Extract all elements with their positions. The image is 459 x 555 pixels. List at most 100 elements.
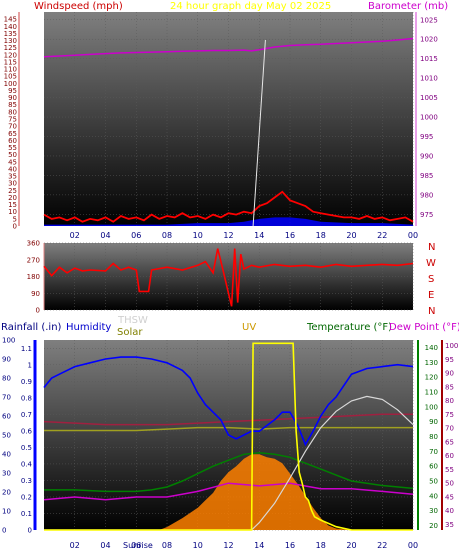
wind-x-tick: 16 xyxy=(285,231,295,240)
dewpoint-tick: 80 xyxy=(445,397,454,405)
humidity-line xyxy=(43,356,414,447)
barometer-tick: 995 xyxy=(420,133,433,141)
humidity-tick: 40 xyxy=(2,451,11,459)
direction-tick: 270 xyxy=(27,256,40,264)
windspeed-axis-title: Windspeed (mph) xyxy=(34,1,123,12)
rainfall-tick: 0 xyxy=(28,527,32,535)
rainfall-tick: 0.4 xyxy=(21,460,33,468)
windspeed-tick: 40 xyxy=(8,165,17,173)
wind-x-tick: 22 xyxy=(377,231,387,240)
climate-x-tick: 20 xyxy=(346,541,356,550)
gust-area xyxy=(44,217,413,226)
windspeed-tick: 80 xyxy=(8,108,17,116)
windspeed-tick: 45 xyxy=(8,158,17,166)
direction-tick: 360 xyxy=(27,240,40,248)
windspeed-tick: 105 xyxy=(4,73,17,81)
temperature-tick: 70 xyxy=(429,448,438,456)
temperature-tick: 100 xyxy=(425,403,438,411)
wind-x-tick: 06 xyxy=(131,231,141,240)
humidity-tick: 60 xyxy=(2,413,11,421)
rainfall-tick: 1.1 xyxy=(21,345,32,353)
temperature-tick: 80 xyxy=(429,433,438,441)
dewpoint-tick: 95 xyxy=(445,356,454,364)
windspeed-tick: 95 xyxy=(8,87,17,95)
rainfall-axis-title: Rainfall (.in) xyxy=(1,322,62,333)
climate-x-tick: 04 xyxy=(100,541,110,550)
dewpoint-tick: 40 xyxy=(445,507,454,515)
wind-x-tick: 00 xyxy=(408,231,418,240)
wind-x-tick: 18 xyxy=(316,231,326,240)
wind-x-tick: 14 xyxy=(254,231,264,240)
rainfall-tick: 0.2 xyxy=(21,493,32,501)
wind-x-tick: 12 xyxy=(223,231,233,240)
windspeed-tick: 70 xyxy=(8,123,17,131)
climate-x-tick: 10 xyxy=(193,541,203,550)
windspeed-tick: 10 xyxy=(8,208,17,216)
dewpoint-tick: 50 xyxy=(445,480,454,488)
dewpoint-tick: 45 xyxy=(445,493,454,501)
windspeed-tick: 50 xyxy=(8,151,17,159)
humidity-tick: 20 xyxy=(2,489,11,497)
humidity-tick: 50 xyxy=(2,432,11,440)
direction-label-n-bottom: N xyxy=(428,306,435,317)
rainfall-tick: 0.5 xyxy=(21,444,32,452)
dewpoint-tick: 60 xyxy=(445,452,454,460)
temperature-tick: 110 xyxy=(425,388,438,396)
rainfall-tick: 0.6 xyxy=(21,427,33,435)
barometer-tick: 1005 xyxy=(420,94,438,102)
windspeed-tick: 5 xyxy=(13,215,17,223)
temperature-line xyxy=(44,452,414,493)
barometer-tick: 985 xyxy=(420,172,433,180)
temperature-tick: 120 xyxy=(425,374,438,382)
windspeed-tick: 90 xyxy=(8,94,17,102)
dewpoint-tick: 35 xyxy=(445,521,454,529)
windspeed-tick: 35 xyxy=(8,173,17,181)
humidity-axis-title: Humidity xyxy=(66,322,111,333)
barometer-tick: 1020 xyxy=(420,36,438,44)
direction-label-s: S xyxy=(428,274,434,285)
temperature-tick: 50 xyxy=(429,478,438,486)
rainfall-tick: 0.3 xyxy=(21,477,32,485)
uv-label: UV xyxy=(242,322,256,333)
barometer-tick: 1025 xyxy=(420,16,438,24)
barometer-line xyxy=(43,37,414,58)
windspeed-tick: 135 xyxy=(4,30,17,38)
climate-x-tick: 18 xyxy=(316,541,326,550)
thsw-line xyxy=(44,395,414,531)
rainfall-tick: 0.1 xyxy=(21,510,32,518)
climate-x-tick: 06 xyxy=(131,541,141,550)
windspeed-tick: 60 xyxy=(8,137,17,145)
dewpoint-tick: 100 xyxy=(445,342,458,350)
windspeed-tick: 130 xyxy=(4,37,17,45)
axis-layer: 0510152025303540455055606570758085909510… xyxy=(2,12,458,535)
dewpoint-tick: 85 xyxy=(445,383,454,391)
windspeed-tick: 65 xyxy=(8,130,17,138)
direction-tick: 0 xyxy=(36,307,40,315)
wind-x-tick: 10 xyxy=(193,231,203,240)
barometer-tick: 1010 xyxy=(420,75,438,83)
climate-x-tick: 00 xyxy=(408,541,418,550)
dewpoint-line xyxy=(43,482,414,501)
windspeed-tick: 85 xyxy=(8,101,17,109)
direction-label-w: W xyxy=(426,258,436,269)
series-layer xyxy=(43,37,414,531)
humidity-tick: 0 xyxy=(2,527,6,535)
windspeed-tick: 75 xyxy=(8,116,17,124)
wind-x-tick: 08 xyxy=(162,231,172,240)
climate-x-tick: 02 xyxy=(70,541,80,550)
humidity-tick: 90 xyxy=(2,356,11,364)
climate-x-tick: 22 xyxy=(377,541,387,550)
rainfall-tick: 0.7 xyxy=(21,411,32,419)
solar-indicator-line xyxy=(252,39,266,227)
dewpoint-tick: 65 xyxy=(445,438,454,446)
windspeed-tick: 0 xyxy=(13,223,17,231)
windspeed-tick: 115 xyxy=(4,58,17,66)
uv-line xyxy=(44,342,413,531)
windspeed-tick: 55 xyxy=(8,144,17,152)
thsw-label: THSW xyxy=(117,315,148,326)
solar-label: Solar xyxy=(117,327,143,338)
barometer-tick: 1000 xyxy=(420,114,438,122)
temperature-tick: 60 xyxy=(429,463,438,471)
dewpoint-axis-title: Dew Point (°F) xyxy=(389,322,459,333)
